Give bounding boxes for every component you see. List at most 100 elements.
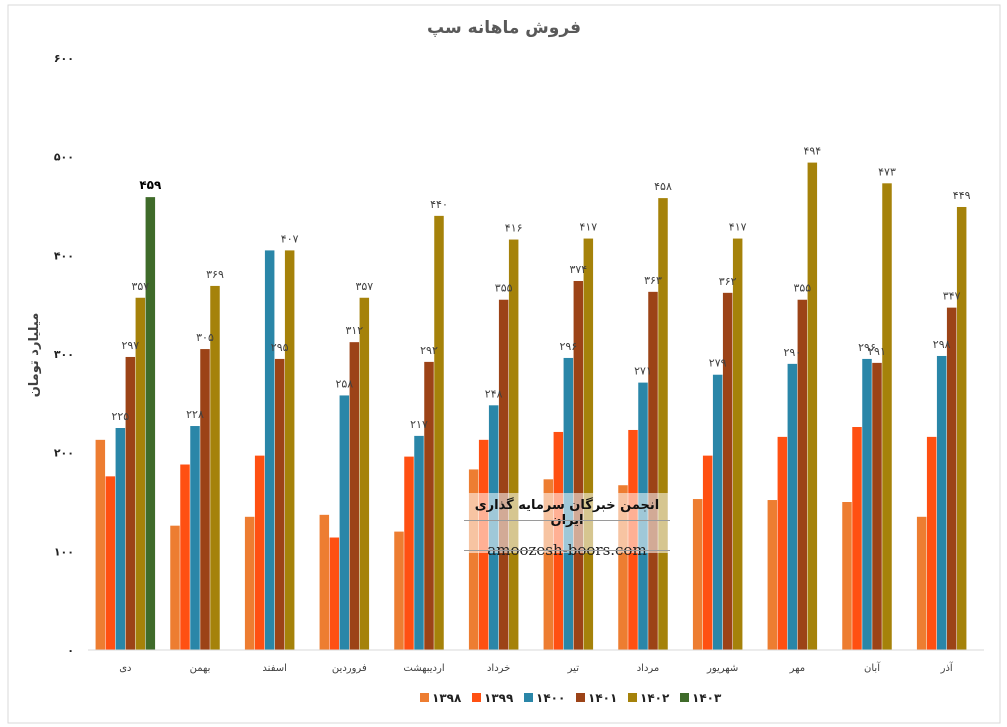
legend-swatch xyxy=(420,693,429,702)
bar xyxy=(767,500,778,650)
bar xyxy=(274,358,285,650)
bar xyxy=(329,537,340,650)
bar-data-label: ۳۶۲ xyxy=(719,275,737,288)
bar xyxy=(807,162,818,650)
bar xyxy=(618,485,628,650)
bar xyxy=(319,514,330,650)
bar xyxy=(916,516,927,650)
bar xyxy=(797,299,808,650)
bar-data-label: ۲۷۱ xyxy=(634,365,652,378)
bar xyxy=(946,307,957,650)
watermark-divider-bottom xyxy=(464,550,670,551)
y-tick-label: ۰ xyxy=(67,644,74,657)
bar-data-label: ۲۹۶ xyxy=(858,341,876,354)
bar xyxy=(648,291,658,650)
bar xyxy=(95,439,106,650)
bar xyxy=(349,342,360,650)
bar xyxy=(787,363,798,650)
bar-data-label: ۲۱۷ xyxy=(410,418,428,431)
bar-data-label: ۲۹۷ xyxy=(121,339,139,352)
x-tick-label: آبان xyxy=(864,661,881,674)
bar xyxy=(926,436,937,650)
x-tick-label: خرداد xyxy=(487,663,510,674)
bar xyxy=(872,362,882,650)
y-axis-label: میلیارد تومان xyxy=(27,313,42,398)
x-tick-label: اسفند xyxy=(262,663,286,674)
x-tick-label: مهر xyxy=(789,663,805,674)
bar xyxy=(359,297,370,650)
bar xyxy=(732,238,743,650)
legend-swatch xyxy=(628,693,637,702)
bar xyxy=(200,349,210,650)
bar xyxy=(244,516,255,650)
bar xyxy=(254,455,265,650)
y-axis-ticks: ۰ ۱۰۰ ۲۰۰ ۳۰۰ ۴۰۰ ۵۰۰ ۶۰۰ xyxy=(54,52,74,657)
bar xyxy=(115,428,126,650)
watermark-divider-top xyxy=(464,520,670,521)
bar-data-label: ۳۶۹ xyxy=(206,268,224,281)
x-tick-label: شهریور xyxy=(706,663,738,674)
bar xyxy=(284,250,295,650)
bar-data-label: ۲۹۵ xyxy=(271,341,289,354)
bar xyxy=(145,197,156,650)
bar xyxy=(692,499,703,650)
bar xyxy=(434,215,444,650)
bar-data-label: ۳۱۲ xyxy=(345,324,363,337)
bar xyxy=(498,299,509,650)
legend-label: ۱۴۰۳ xyxy=(692,691,722,705)
bar xyxy=(125,356,136,650)
bars-group xyxy=(95,162,967,651)
bar-data-label: ۳۵۷ xyxy=(131,280,149,293)
x-tick-label: آذر xyxy=(940,661,954,674)
legend-swatch xyxy=(524,693,533,702)
bar xyxy=(543,479,554,650)
legend-label: ۱۳۹۸ xyxy=(432,691,462,705)
bar-data-label: ۳۰۵ xyxy=(196,331,214,344)
bar xyxy=(508,239,519,651)
bar-data-label: ۴۱۶ xyxy=(505,222,523,235)
x-tick-label: بهمن xyxy=(190,663,211,674)
bar-data-label: ۲۹۱ xyxy=(868,345,886,358)
bar xyxy=(583,238,594,650)
bar-data-label: ۴۰۷ xyxy=(281,232,299,245)
y-tick-label: ۶۰۰ xyxy=(54,52,74,65)
bar-data-label: ۳۵۵ xyxy=(495,282,513,295)
y-tick-label: ۵۰۰ xyxy=(54,151,74,164)
watermark: انجمن خبرگان سرمایه گذاری ایران amoozesh… xyxy=(458,493,676,559)
x-axis-ticks: دی بهمن اسفند فروردین اردیبهشت خرداد تیر مرداد ش… xyxy=(119,661,954,674)
bar xyxy=(264,250,275,650)
bar xyxy=(956,206,967,651)
bar xyxy=(722,292,733,650)
bar xyxy=(424,361,434,650)
bar xyxy=(712,374,723,650)
bar xyxy=(777,436,788,650)
bar-data-label: ۲۹۰ xyxy=(783,346,801,359)
bar-data-label: ۲۲۵ xyxy=(111,410,129,423)
bar xyxy=(658,198,668,651)
legend-swatch xyxy=(680,693,689,702)
bar-data-label: ۴۵۹ xyxy=(139,178,162,192)
bar-data-label: ۲۵۸ xyxy=(335,377,353,390)
x-tick-label: دی xyxy=(119,663,131,674)
y-tick-label: ۳۰۰ xyxy=(54,348,74,361)
bar xyxy=(105,476,116,650)
bar xyxy=(414,435,424,650)
bar xyxy=(842,502,852,650)
bar-data-label: ۴۹۴ xyxy=(803,145,821,158)
bar-data-label: ۴۱۷ xyxy=(729,221,747,234)
bar-data-label: ۳۴۷ xyxy=(943,290,961,303)
bar-data-label: ۳۵۵ xyxy=(793,282,811,295)
bar-data-label: ۴۱۷ xyxy=(579,221,597,234)
bar xyxy=(573,280,584,650)
bar xyxy=(404,456,414,650)
legend-label: ۱۳۹۹ xyxy=(484,691,514,705)
bar xyxy=(468,469,479,650)
legend-swatch xyxy=(472,693,481,702)
y-tick-label: ۴۰۰ xyxy=(54,249,74,262)
legend-swatch xyxy=(576,693,585,702)
bar-data-label: ۲۲۸ xyxy=(186,408,204,421)
bar xyxy=(180,464,190,650)
legend: ۱۳۹۸ ۱۳۹۹ ۱۴۰۰ ۱۴۰۱ ۱۴۰۲ ۱۴۰۳ xyxy=(420,691,722,705)
